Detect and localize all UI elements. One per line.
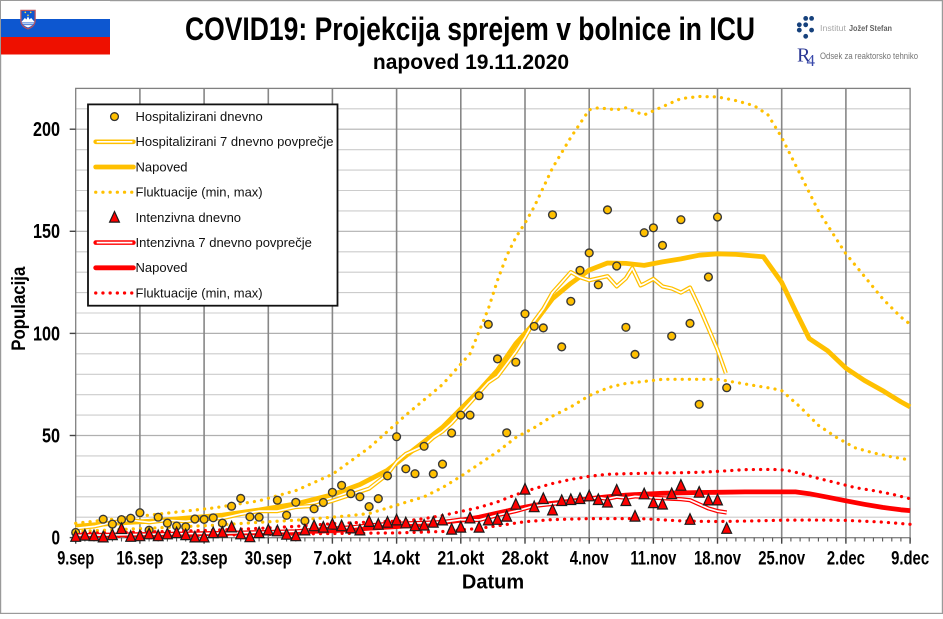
svg-text:Napoved: Napoved <box>136 260 188 275</box>
svg-text:150: 150 <box>33 221 60 243</box>
svg-text:R: R <box>797 45 811 67</box>
svg-text:30.sep: 30.sep <box>245 548 292 570</box>
svg-text:Odsek za reaktorsko tehniko: Odsek za reaktorsko tehniko <box>820 51 918 61</box>
svg-text:9.sep: 9.sep <box>57 548 94 570</box>
svg-text:2.dec: 2.dec <box>827 548 865 570</box>
svg-text:Datum: Datum <box>462 572 524 594</box>
svg-text:25.nov: 25.nov <box>758 548 805 570</box>
svg-text:16.sep: 16.sep <box>116 548 163 570</box>
svg-text:Fluktuacije (min, max): Fluktuacije (min, max) <box>136 185 263 200</box>
svg-text:28.okt: 28.okt <box>502 548 549 570</box>
svg-text:Hospitalizirani dnevno: Hospitalizirani dnevno <box>136 109 263 124</box>
svg-text:Jožef Stefan: Jožef Stefan <box>849 23 892 33</box>
svg-text:Intenzivna dnevno: Intenzivna dnevno <box>136 210 242 225</box>
svg-text:Napoved: Napoved <box>136 159 188 174</box>
svg-text:9.dec: 9.dec <box>891 548 929 570</box>
svg-text:napoved 19.11.2020: napoved 19.11.2020 <box>373 51 569 74</box>
svg-text:4.nov: 4.nov <box>570 548 609 570</box>
svg-text:14.okt: 14.okt <box>373 548 420 570</box>
svg-text:11.nov: 11.nov <box>630 548 676 570</box>
svg-text:4: 4 <box>807 51 816 70</box>
svg-text:Populacija: Populacija <box>9 266 30 350</box>
svg-text:21.okt: 21.okt <box>437 548 484 570</box>
svg-text:Hospitalizirani 7 dnevno povpr: Hospitalizirani 7 dnevno povprečje <box>136 134 334 149</box>
svg-text:COVID19: Projekcija sprejem v: COVID19: Projekcija sprejem v bolnice in… <box>185 11 755 47</box>
svg-text:Institut: Institut <box>820 23 847 33</box>
svg-text:200: 200 <box>33 119 60 141</box>
svg-text:Fluktuacije (min, max): Fluktuacije (min, max) <box>136 285 263 300</box>
svg-text:100: 100 <box>33 323 60 345</box>
svg-text:0: 0 <box>52 528 61 550</box>
svg-text:50: 50 <box>42 425 60 447</box>
svg-text:23.sep: 23.sep <box>181 548 228 570</box>
svg-text:18.nov: 18.nov <box>694 548 741 570</box>
svg-text:Intenzivna 7 dnevno povprečje: Intenzivna 7 dnevno povprečje <box>136 235 312 250</box>
svg-text:7.okt: 7.okt <box>313 548 351 570</box>
